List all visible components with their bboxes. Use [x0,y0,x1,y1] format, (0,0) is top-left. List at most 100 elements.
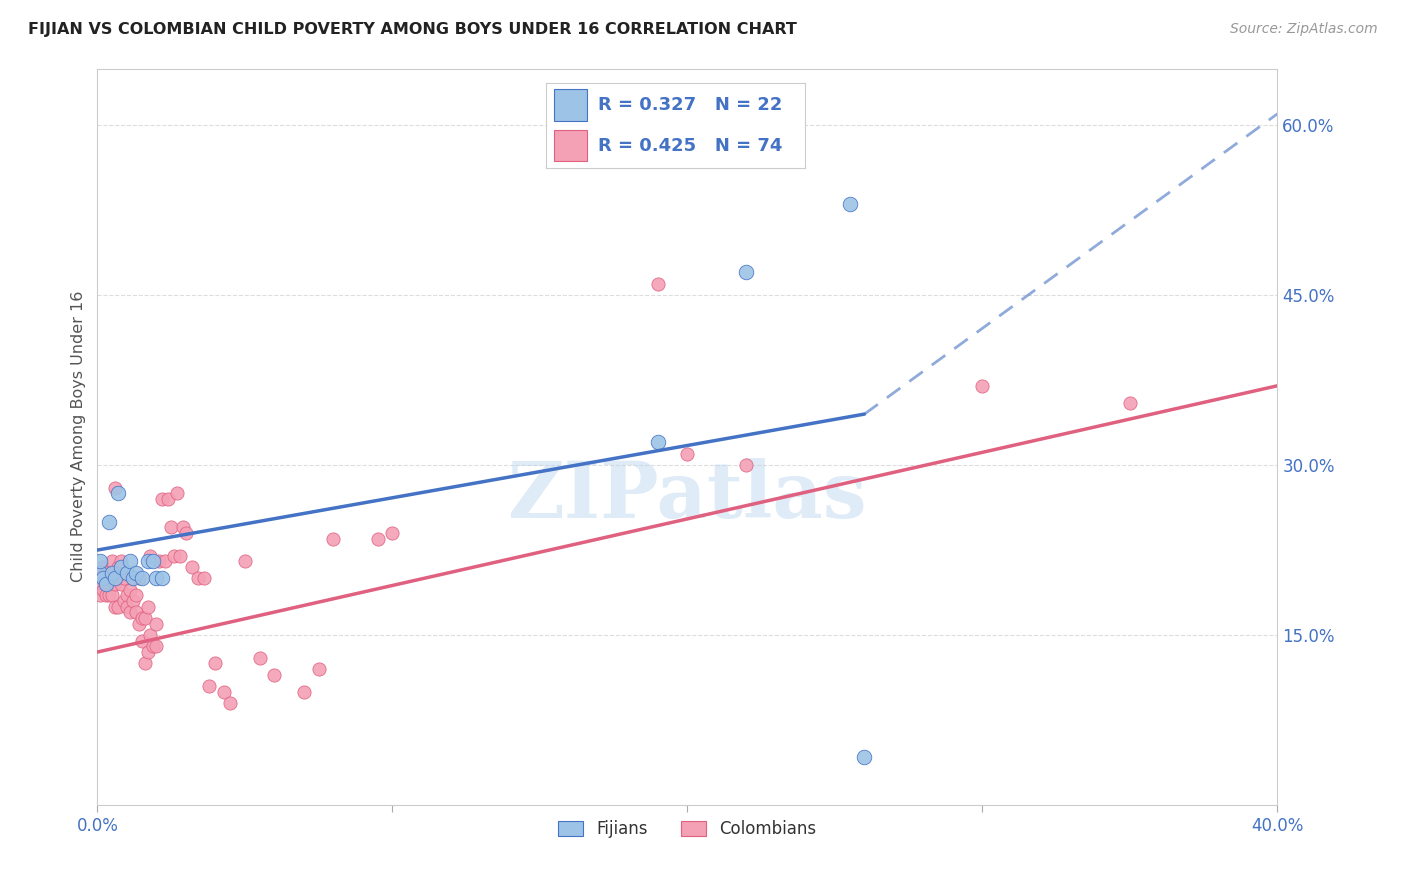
Point [118,606,141,620]
Point [128,571,150,585]
Point [136,599,159,614]
Point [89,577,111,591]
Point [249,650,271,665]
Point [110,577,132,591]
Point [647,277,669,291]
Point [157,492,180,507]
Point [292,684,315,698]
Point [163,549,186,563]
Point [91,571,114,585]
Point [187,571,209,585]
Point [131,611,153,625]
Point [233,554,256,568]
Point [308,662,330,676]
Point [91,571,114,585]
Point [735,458,758,472]
Point [125,588,148,602]
Point [150,571,173,585]
Point [142,554,165,568]
Point [136,554,159,568]
Point [89,566,111,580]
Point [131,571,153,585]
Point [107,599,129,614]
Point [110,554,132,568]
Point [166,486,188,500]
Point [121,594,143,608]
Point [104,571,127,585]
Point [647,435,669,450]
Point [98,515,121,529]
Point [104,599,127,614]
Point [134,611,156,625]
Point [112,571,135,585]
Point [145,571,167,585]
Point [110,560,132,574]
Point [101,571,124,585]
Point [89,566,111,580]
Point [131,633,153,648]
Point [735,265,758,279]
Point [367,532,389,546]
Point [145,640,167,654]
Point [125,566,148,580]
Point [104,481,127,495]
Point [180,560,202,574]
Point [118,554,141,568]
Point [98,588,121,602]
Point [136,645,159,659]
Point [193,571,215,585]
Point [381,526,404,541]
Point [101,588,124,602]
Point [172,520,194,534]
Point [89,588,111,602]
Point [115,566,138,580]
Point [101,554,124,568]
Point [107,560,129,574]
Point [118,582,141,597]
Point [96,577,118,591]
Point [139,549,162,563]
Point [145,616,167,631]
Point [212,684,235,698]
Text: ZIPatlas: ZIPatlas [508,458,868,533]
Point [198,679,221,693]
Point [96,577,118,591]
Point [115,599,138,614]
Point [160,520,183,534]
Point [125,606,148,620]
Point [96,588,118,602]
Point [139,628,162,642]
Point [174,526,197,541]
Point [98,571,121,585]
Text: FIJIAN VS COLOMBIAN CHILD POVERTY AMONG BOYS UNDER 16 CORRELATION CHART: FIJIAN VS COLOMBIAN CHILD POVERTY AMONG … [28,22,797,37]
Point [853,750,876,764]
Point [128,616,150,631]
Point [204,657,226,671]
Point [134,657,156,671]
Point [104,577,127,591]
Point [263,667,285,681]
Point [676,447,699,461]
Point [91,560,114,574]
Point [1119,396,1142,410]
Text: Source: ZipAtlas.com: Source: ZipAtlas.com [1230,22,1378,37]
Point [112,594,135,608]
Point [148,554,170,568]
Point [322,532,344,546]
Point [89,554,111,568]
Point [121,571,143,585]
Point [150,492,173,507]
Point [121,571,143,585]
Point [838,197,860,211]
Legend: Fijians, Colombians: Fijians, Colombians [551,814,824,845]
Point [219,696,242,710]
Point [169,549,191,563]
Y-axis label: Child Poverty Among Boys Under 16: Child Poverty Among Boys Under 16 [72,291,86,582]
Point [115,588,138,602]
Point [142,640,165,654]
Point [107,486,129,500]
Point [96,566,118,580]
Point [153,554,176,568]
Point [91,582,114,597]
Point [972,378,994,392]
